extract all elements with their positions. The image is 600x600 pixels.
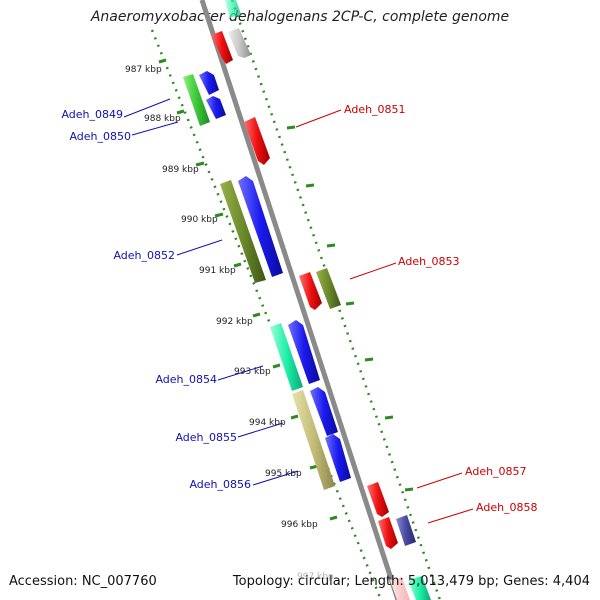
cds-feature[interactable] <box>367 482 389 517</box>
cds-feature[interactable] <box>292 390 335 490</box>
map-title: Anaeromyxobacter dehalogenans 2CP-C, com… <box>90 9 510 25</box>
tick-label: 988 kbp <box>144 114 181 124</box>
gene-label-adeh-0858[interactable]: Adeh_0858 <box>476 501 538 514</box>
cds-feature[interactable] <box>206 96 226 119</box>
outer-dotted-ring <box>230 0 442 600</box>
tick-label: 993 kbp <box>234 367 271 377</box>
tick-label: 987 kbp <box>125 65 162 75</box>
tick-label: 995 kbp <box>265 469 302 479</box>
gene-label-adeh-0852[interactable]: Adeh_0852 <box>113 249 175 262</box>
cds-feature[interactable] <box>183 74 210 126</box>
gene-label-adeh-0851[interactable]: Adeh_0851 <box>344 103 406 116</box>
cds-feature[interactable] <box>390 577 410 600</box>
cds-feature[interactable] <box>199 71 219 95</box>
cds-feature[interactable] <box>288 320 320 384</box>
cds-feature[interactable] <box>378 517 398 549</box>
gene-labels: Adeh_0849 Adeh_0850 Adeh_0851 Adeh_0852 … <box>61 103 537 514</box>
topology-text: Topology: circular; Length: 5,013,479 bp… <box>232 574 590 589</box>
cds-feature[interactable] <box>228 28 251 58</box>
cds-feature[interactable] <box>225 0 241 18</box>
tick-label: 992 kbp <box>216 317 253 327</box>
outer-features <box>244 117 416 549</box>
tick-labels: 987 kbp 988 kbp 989 kbp 990 kbp 991 kbp … <box>125 65 334 582</box>
cds-feature[interactable] <box>244 117 270 165</box>
accession-text: Accession: NC_007760 <box>9 574 157 589</box>
cds-feature[interactable] <box>408 576 431 600</box>
gene-label-adeh-0849[interactable]: Adeh_0849 <box>61 108 123 121</box>
tick-label: 990 kbp <box>181 215 218 225</box>
cds-feature[interactable] <box>316 268 341 309</box>
tick-label: 996 kbp <box>281 520 318 530</box>
cds-feature[interactable] <box>325 434 351 482</box>
gene-label-adeh-0854[interactable]: Adeh_0854 <box>155 373 217 386</box>
gene-label-adeh-0853[interactable]: Adeh_0853 <box>398 255 460 268</box>
backbone <box>199 0 401 600</box>
gene-label-adeh-0857[interactable]: Adeh_0857 <box>465 465 527 478</box>
tick-label: 994 kbp <box>249 418 286 428</box>
cds-feature[interactable] <box>396 515 416 546</box>
major-ticks <box>158 58 414 521</box>
tick-label: 989 kbp <box>162 165 199 175</box>
inner-features <box>183 0 431 600</box>
tick-label: 997 kbp <box>297 572 334 582</box>
gene-label-adeh-0850[interactable]: Adeh_0850 <box>69 130 131 143</box>
cds-feature[interactable] <box>299 272 322 310</box>
callout-lines <box>123 98 474 524</box>
gene-label-adeh-0855[interactable]: Adeh_0855 <box>175 431 237 444</box>
cds-feature[interactable] <box>238 176 283 277</box>
cds-feature[interactable] <box>310 387 338 436</box>
cds-feature[interactable] <box>270 323 303 391</box>
cds-feature[interactable] <box>220 180 266 283</box>
gene-label-adeh-0856[interactable]: Adeh_0856 <box>189 478 251 491</box>
cds-feature[interactable] <box>211 31 233 64</box>
tick-label: 991 kbp <box>199 266 236 276</box>
